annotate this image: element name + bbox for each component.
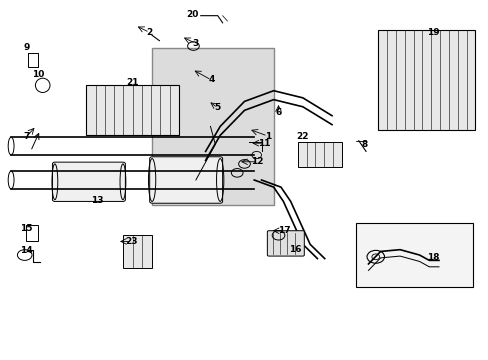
- Bar: [297, 143, 341, 167]
- Text: 3: 3: [192, 39, 199, 48]
- Bar: [86, 85, 179, 135]
- Text: 12: 12: [251, 157, 264, 166]
- Text: 10: 10: [32, 70, 44, 79]
- Bar: [356, 223, 472, 287]
- FancyBboxPatch shape: [267, 231, 304, 256]
- Text: 22: 22: [296, 131, 308, 140]
- Text: 2: 2: [146, 28, 152, 37]
- Text: 19: 19: [426, 28, 439, 37]
- Bar: [26, 225, 38, 241]
- Text: 1: 1: [264, 131, 270, 140]
- Text: 9: 9: [23, 42, 30, 51]
- Text: 13: 13: [91, 196, 103, 205]
- Bar: [152, 48, 273, 205]
- Bar: [377, 30, 474, 130]
- Text: 20: 20: [185, 10, 198, 19]
- Text: 11: 11: [257, 139, 270, 148]
- Text: 5: 5: [214, 103, 221, 112]
- Text: 17: 17: [278, 226, 290, 235]
- FancyBboxPatch shape: [149, 157, 222, 203]
- Text: 21: 21: [126, 78, 139, 87]
- FancyBboxPatch shape: [52, 162, 125, 202]
- Text: 6: 6: [275, 108, 281, 117]
- Text: 8: 8: [361, 140, 367, 149]
- Text: 4: 4: [208, 76, 214, 85]
- Text: 7: 7: [23, 132, 30, 141]
- Text: 23: 23: [125, 237, 138, 246]
- Bar: [122, 235, 152, 267]
- Text: 18: 18: [426, 253, 439, 262]
- Text: 15: 15: [20, 224, 33, 233]
- Text: 16: 16: [289, 245, 301, 254]
- Text: 14: 14: [20, 246, 33, 255]
